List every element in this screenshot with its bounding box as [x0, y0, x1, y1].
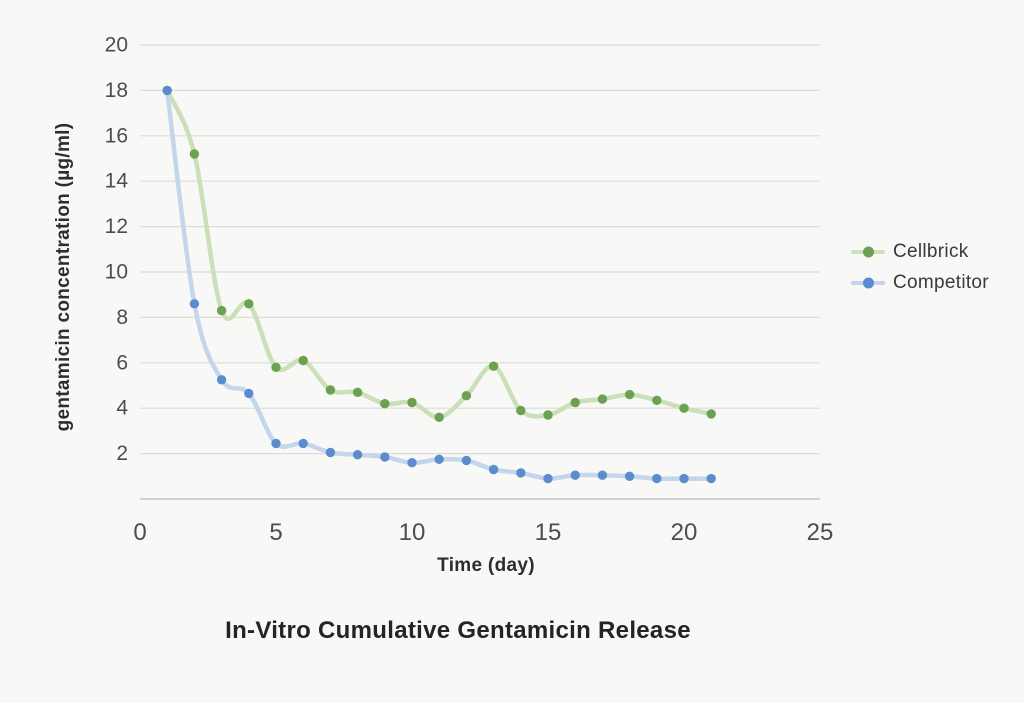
data-point-cellbrick-day-12	[461, 391, 472, 401]
competitor-marker	[851, 272, 885, 294]
data-point-competitor-day-21	[706, 473, 716, 484]
data-point-competitor-day-11	[434, 454, 444, 464]
data-point-cellbrick-day-21	[706, 409, 716, 419]
x-tick-label-10: 10	[399, 519, 426, 546]
data-point-competitor-day-19	[652, 473, 662, 484]
data-point-cellbrick-day-11	[434, 412, 444, 422]
data-point-competitor-day-4	[244, 388, 254, 399]
data-point-cellbrick-day-13	[488, 361, 499, 371]
data-point-competitor-day-12	[461, 455, 472, 466]
y-tick-label-4: 4	[116, 397, 128, 420]
legend-item-competitor: Competitor	[851, 272, 989, 294]
competitor-dot-icon	[863, 277, 874, 289]
x-tick-label-0: 0	[133, 519, 146, 546]
data-point-competitor-day-9	[380, 452, 390, 462]
y-tick-label-6: 6	[116, 351, 128, 374]
data-point-cellbrick-day-8	[352, 387, 363, 397]
data-point-cellbrick-day-14	[516, 405, 526, 416]
data-point-cellbrick-day-19	[652, 395, 662, 405]
legend: Cellbrick Competitor	[851, 241, 989, 294]
data-point-competitor-day-17	[597, 470, 608, 480]
data-point-cellbrick-day-16	[570, 397, 580, 408]
y-axis-title: gentamicin concentration (µg/ml)	[53, 122, 74, 432]
data-point-cellbrick-day-18	[624, 389, 635, 400]
data-point-competitor-day-13	[488, 464, 499, 475]
x-tick-label-25: 25	[807, 519, 834, 546]
data-point-competitor-day-16	[570, 470, 580, 480]
data-point-competitor-day-20	[679, 473, 689, 484]
y-tick-label-18: 18	[105, 79, 128, 102]
y-tick-label-2: 2	[116, 442, 128, 465]
y-tick-label-12: 12	[105, 215, 128, 238]
cellbrick-marker	[851, 241, 885, 263]
data-point-competitor-day-8	[352, 450, 363, 460]
data-point-cellbrick-day-6	[298, 355, 308, 366]
x-tick-label-5: 5	[269, 519, 282, 546]
data-point-cellbrick-day-17	[597, 394, 608, 404]
legend-label-competitor: Competitor	[893, 272, 989, 293]
data-point-cellbrick-day-15	[543, 410, 553, 420]
x-tick-label-15: 15	[535, 519, 562, 546]
x-axis-title: Time (day)	[437, 555, 535, 576]
y-tick-label-10: 10	[105, 261, 128, 284]
data-point-cellbrick-day-20	[679, 403, 689, 413]
data-point-cellbrick-day-10	[407, 397, 417, 408]
data-point-cellbrick-day-3	[216, 305, 227, 316]
series-line-cellbrick	[164, 88, 714, 420]
data-point-competitor-day-7	[325, 447, 336, 458]
chart-title: In-Vitro Cumulative Gentamicin Release	[225, 617, 691, 644]
data-point-cellbrick-day-4	[244, 299, 254, 309]
data-point-competitor-day-18	[624, 471, 635, 481]
data-point-cellbrick-day-7	[325, 385, 336, 395]
y-tick-label-14: 14	[105, 170, 129, 193]
series-line-competitor	[164, 88, 714, 481]
cellbrick-dot-icon	[863, 246, 874, 258]
data-point-cellbrick-day-2	[189, 149, 200, 159]
data-point-competitor-day-6	[298, 438, 308, 449]
data-point-competitor-day-10	[407, 458, 417, 468]
legend-label-cellbrick: Cellbrick	[893, 241, 969, 262]
legend-item-cellbrick: Cellbrick	[851, 241, 989, 263]
y-tick-label-20: 20	[105, 34, 128, 57]
data-point-competitor-day-2	[189, 299, 200, 309]
data-point-competitor-day-3	[216, 375, 227, 385]
data-point-competitor-day-5	[271, 438, 281, 449]
y-tick-label-16: 16	[105, 124, 128, 147]
x-tick-label-20: 20	[671, 519, 698, 546]
y-tick-label-8: 8	[116, 306, 128, 329]
data-point-cellbrick-day-5	[271, 362, 281, 372]
data-point-competitor-day-15	[543, 473, 553, 484]
data-point-competitor-day-1	[162, 85, 172, 96]
data-point-cellbrick-day-9	[380, 399, 390, 409]
data-point-competitor-day-14	[516, 468, 526, 478]
